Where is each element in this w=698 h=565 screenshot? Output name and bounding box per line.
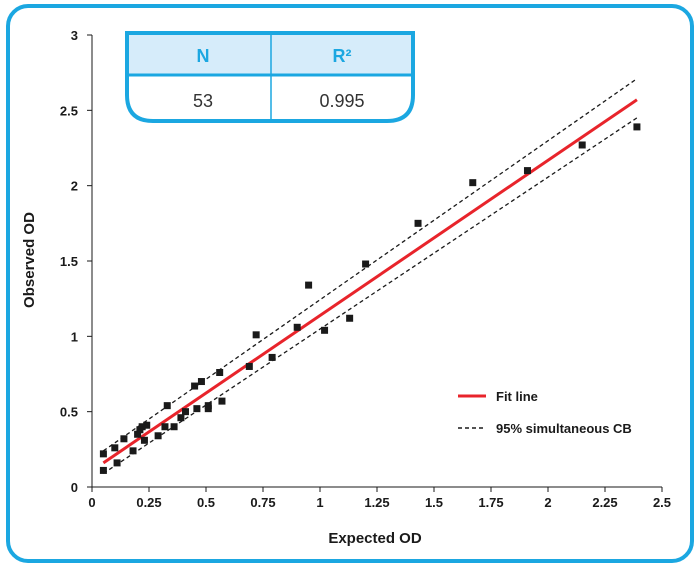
legend-fit-label: Fit line (496, 389, 538, 404)
data-point (161, 423, 169, 431)
y-axis-title: Observed OD (21, 212, 38, 308)
data-point (193, 405, 201, 413)
data-point (218, 397, 226, 405)
data-point (177, 414, 185, 422)
legend: Fit line 95% simultaneous CB (458, 389, 632, 436)
fit-line (102, 98, 638, 465)
data-point (120, 435, 128, 443)
data-point (204, 402, 212, 410)
y-tick-label: 0 (71, 480, 78, 495)
x-tick-label: 0.5 (197, 495, 215, 510)
legend-cb-label: 95% simultaneous CB (496, 421, 632, 436)
data-point (99, 466, 107, 474)
data-point (197, 378, 205, 386)
y-tick-label: 0.5 (60, 405, 78, 420)
data-point (578, 141, 586, 149)
axes (87, 34, 663, 492)
stats-value-n: 53 (193, 91, 213, 111)
stats-table-header (129, 35, 411, 75)
data-point (245, 362, 253, 370)
x-axis-title: Expected OD (328, 530, 422, 547)
stats-value-r2: 0.995 (319, 91, 364, 111)
data-point (252, 331, 260, 339)
data-point (99, 450, 107, 458)
data-point (113, 459, 121, 467)
data-point (170, 423, 178, 431)
data-point (143, 421, 151, 429)
data-point (293, 323, 301, 331)
x-tick-label: 2.5 (653, 495, 671, 510)
data-point (111, 444, 119, 452)
data-point (140, 436, 148, 444)
data-point (321, 326, 329, 334)
data-point (633, 123, 641, 131)
data-point (305, 281, 313, 289)
stats-header-r2: R² (333, 46, 352, 66)
data-point (134, 430, 142, 438)
data-point (216, 368, 224, 376)
y-tick-label: 2.5 (60, 103, 78, 118)
x-tick-label: 2.25 (592, 495, 617, 510)
y-tick-label: 2 (71, 179, 78, 194)
x-tick-label: 0.75 (250, 495, 275, 510)
x-tick-label: 1.5 (425, 495, 443, 510)
data-point (163, 402, 171, 410)
data-point (414, 219, 422, 227)
y-tick-label: 1 (71, 329, 78, 344)
x-tick-label: 1.75 (478, 495, 503, 510)
x-tick-label: 0.25 (136, 495, 161, 510)
data-points (99, 123, 641, 474)
confidence-band-line (103, 117, 638, 474)
x-tick-label: 0 (88, 495, 95, 510)
y-tick-label: 3 (71, 28, 78, 43)
data-point (129, 447, 137, 455)
data-point (362, 260, 370, 268)
x-tick-label: 2 (544, 495, 551, 510)
data-point (181, 408, 189, 416)
x-tick-label: 1 (316, 495, 323, 510)
data-point (469, 179, 477, 187)
data-point (154, 432, 162, 440)
data-point (523, 167, 531, 175)
stats-table: N R² 53 0.995 (125, 31, 415, 123)
fit-line-group (102, 98, 638, 465)
confidence-band-line (103, 78, 638, 452)
data-point (268, 353, 276, 361)
data-point (346, 314, 354, 322)
data-point (138, 423, 146, 431)
y-tick-label: 1.5 (60, 254, 78, 269)
x-tick-label: 1.25 (364, 495, 389, 510)
stats-header-n: N (197, 46, 210, 66)
tick-labels: 0 0.25 0.5 0.75 1 1.25 1.5 1.75 2 2.25 2.5 0 0.5 1 1.5… (60, 28, 671, 510)
data-point (191, 382, 199, 390)
